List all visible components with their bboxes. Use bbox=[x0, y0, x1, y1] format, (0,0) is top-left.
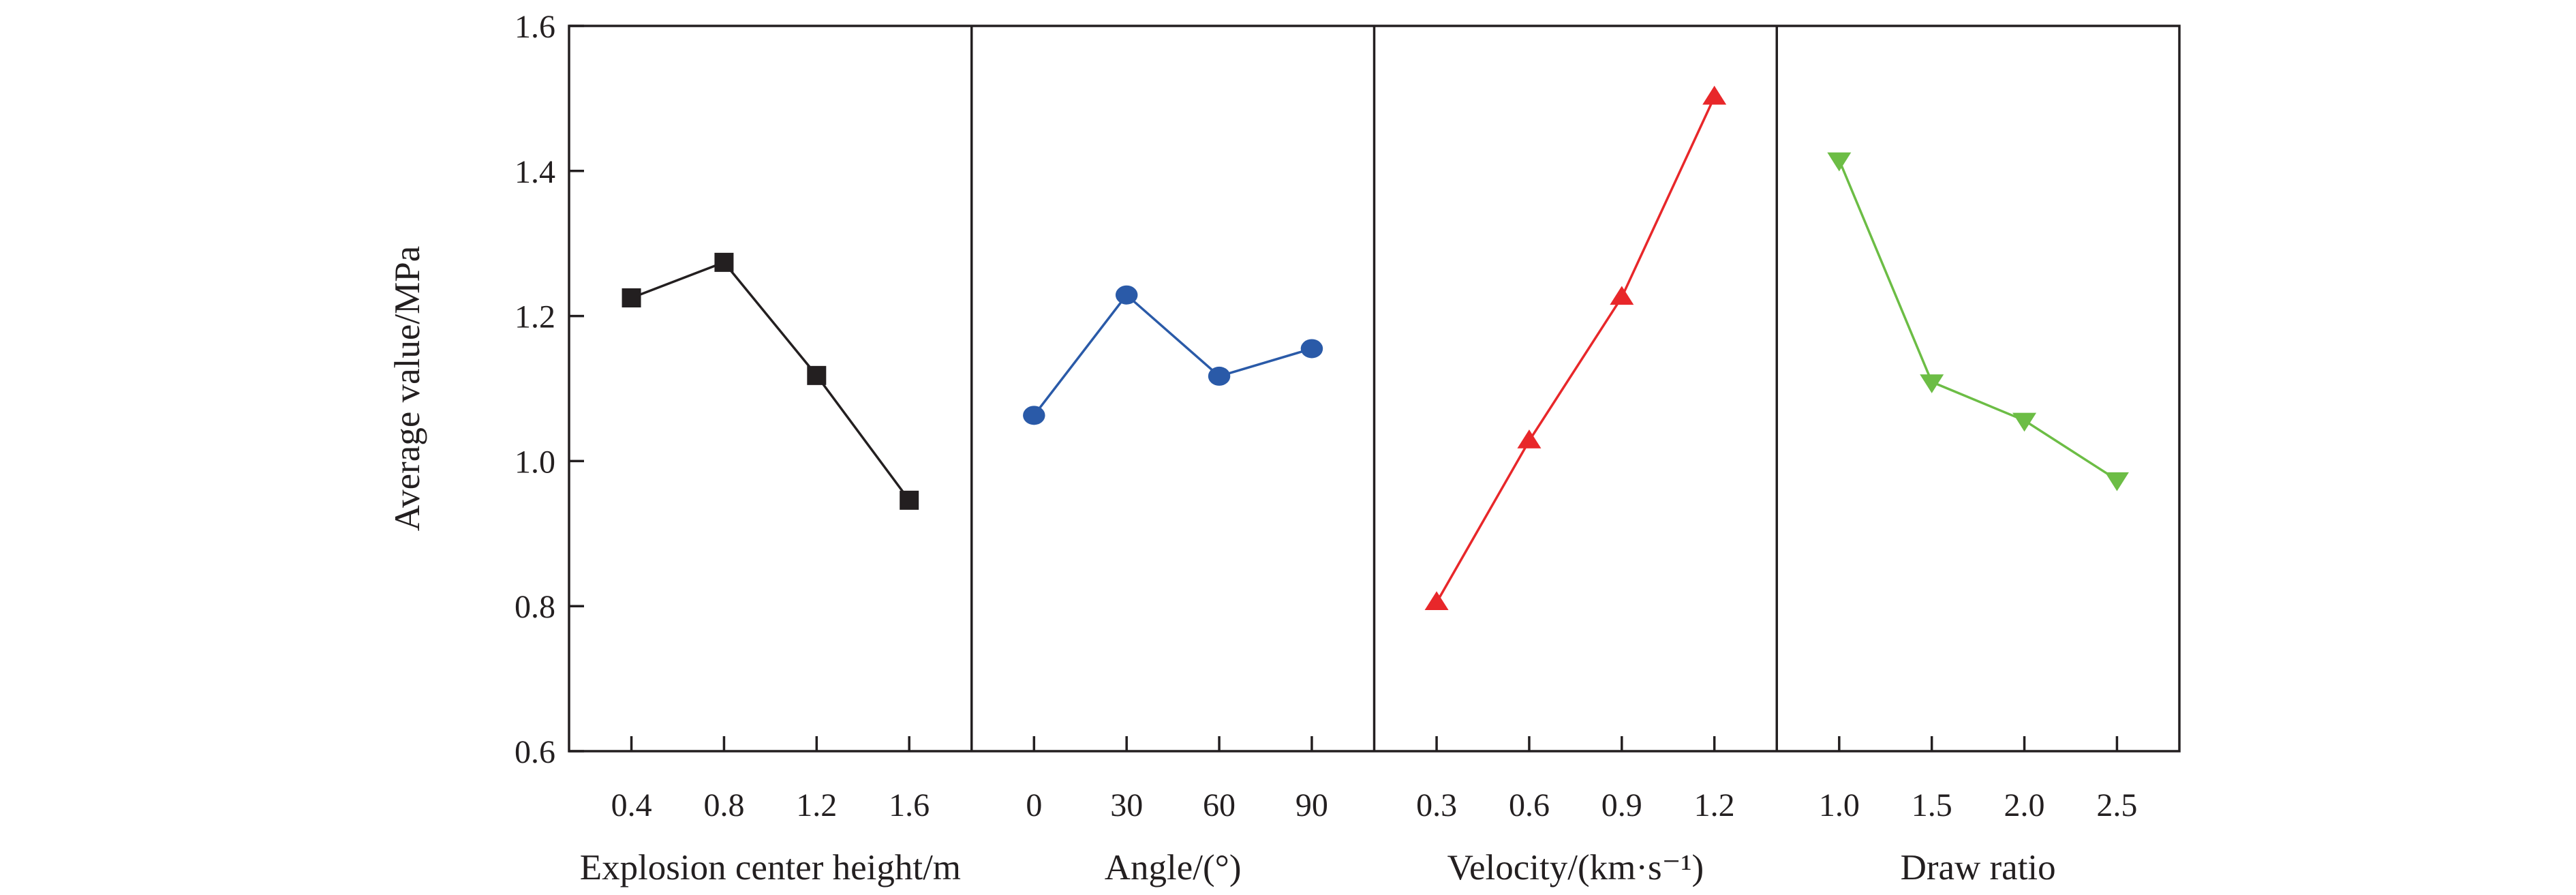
x-tick-label: 0.8 bbox=[703, 787, 744, 823]
data-point bbox=[1610, 286, 1634, 305]
x-tick-label: 1.2 bbox=[1694, 787, 1735, 823]
data-point bbox=[714, 252, 734, 272]
data-point bbox=[1702, 85, 1727, 105]
x-tick-label: 2.0 bbox=[2004, 787, 2045, 823]
x-tick-label: 2.5 bbox=[2096, 787, 2137, 823]
data-point bbox=[1827, 152, 1852, 172]
data-point bbox=[622, 288, 641, 307]
x-axis-title: Draw ratio bbox=[1901, 848, 2056, 888]
y-tick-label: 1.6 bbox=[515, 9, 555, 45]
x-tick-label: 1.2 bbox=[796, 787, 837, 823]
x-tick-label: 1.0 bbox=[1819, 787, 1860, 823]
x-tick-label: 1.6 bbox=[889, 787, 930, 823]
series-line bbox=[1838, 160, 2118, 481]
x-tick-label: 0 bbox=[1026, 787, 1042, 823]
x-tick-label: 90 bbox=[1295, 787, 1328, 823]
y-tick-label: 1.0 bbox=[515, 444, 555, 480]
data-point bbox=[2012, 412, 2037, 432]
series-line bbox=[1032, 293, 1313, 416]
x-tick-label: 0.9 bbox=[1601, 787, 1642, 823]
y-tick-label: 1.2 bbox=[515, 299, 555, 335]
data-point bbox=[1300, 339, 1323, 359]
data-point bbox=[900, 490, 919, 510]
data-point bbox=[807, 365, 827, 385]
x-tick-label: 0.6 bbox=[1509, 787, 1550, 823]
data-point bbox=[1517, 429, 1542, 449]
series-line bbox=[630, 260, 910, 501]
y-tick-label: 1.4 bbox=[515, 154, 555, 190]
x-axis-title: Explosion center height/m bbox=[580, 848, 961, 888]
x-axis-title: Angle/(°) bbox=[1105, 848, 1242, 888]
series-line bbox=[1435, 96, 1716, 603]
y-tick-label: 0.8 bbox=[515, 589, 555, 625]
data-point bbox=[1115, 285, 1138, 305]
x-tick-label: 30 bbox=[1110, 787, 1143, 823]
x-tick-label: 0.3 bbox=[1416, 787, 1457, 823]
data-point bbox=[2104, 472, 2129, 491]
data-point bbox=[1208, 366, 1231, 386]
x-axis-title: Velocity/(km·s⁻¹) bbox=[1447, 848, 1704, 888]
x-tick-label: 60 bbox=[1203, 787, 1236, 823]
y-axis-title: Average value/MPa bbox=[388, 246, 427, 531]
data-point bbox=[1023, 406, 1045, 425]
data-point bbox=[1920, 374, 1944, 393]
x-tick-label: 0.4 bbox=[611, 787, 652, 823]
y-tick-label: 0.6 bbox=[515, 734, 555, 770]
x-tick-label: 1.5 bbox=[1912, 787, 1952, 823]
data-point bbox=[1424, 591, 1449, 611]
